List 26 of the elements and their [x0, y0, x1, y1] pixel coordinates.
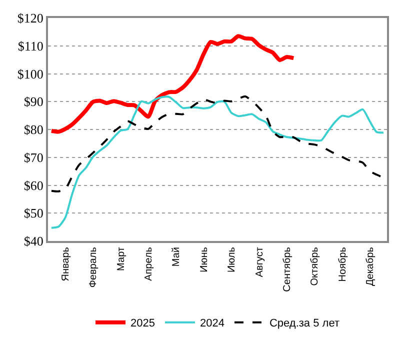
y-tick-label: $50: [24, 206, 44, 221]
x-tick-label: Ноябрь: [337, 247, 348, 282]
x-tick-label: Август: [254, 246, 266, 278]
legend-label: 2025: [130, 318, 155, 330]
x-tick-label: Октябрь: [310, 247, 321, 286]
y-tick-label: $110: [18, 38, 44, 54]
y-tick-label: $40: [24, 234, 44, 249]
y-tick-label: $60: [24, 178, 44, 193]
legend-label: Сред.за 5 лет: [269, 318, 340, 330]
y-tick-label: $90: [24, 94, 44, 110]
x-tick-label: Январь: [60, 247, 72, 282]
x-tick-label: Май: [171, 247, 182, 267]
x-tick-label: Июль: [226, 247, 238, 273]
y-tick-label: $100: [17, 66, 44, 82]
x-tick-label: Декабрь: [364, 247, 376, 286]
line-series: [50, 96, 385, 229]
x-tick-label: Апрель: [144, 247, 155, 281]
legend-label: 2024: [200, 318, 224, 330]
y-tick-label: $80: [24, 122, 44, 138]
x-tick-label: Март: [116, 246, 127, 271]
x-tick-label: Сентябрь: [282, 247, 293, 292]
x-tick-label: Февраль: [88, 247, 100, 288]
x-tick-label: Июнь: [198, 247, 210, 272]
y-tick-label: $120: [17, 10, 44, 26]
line-series: [49, 34, 296, 134]
y-tick-label: $70: [24, 150, 44, 165]
